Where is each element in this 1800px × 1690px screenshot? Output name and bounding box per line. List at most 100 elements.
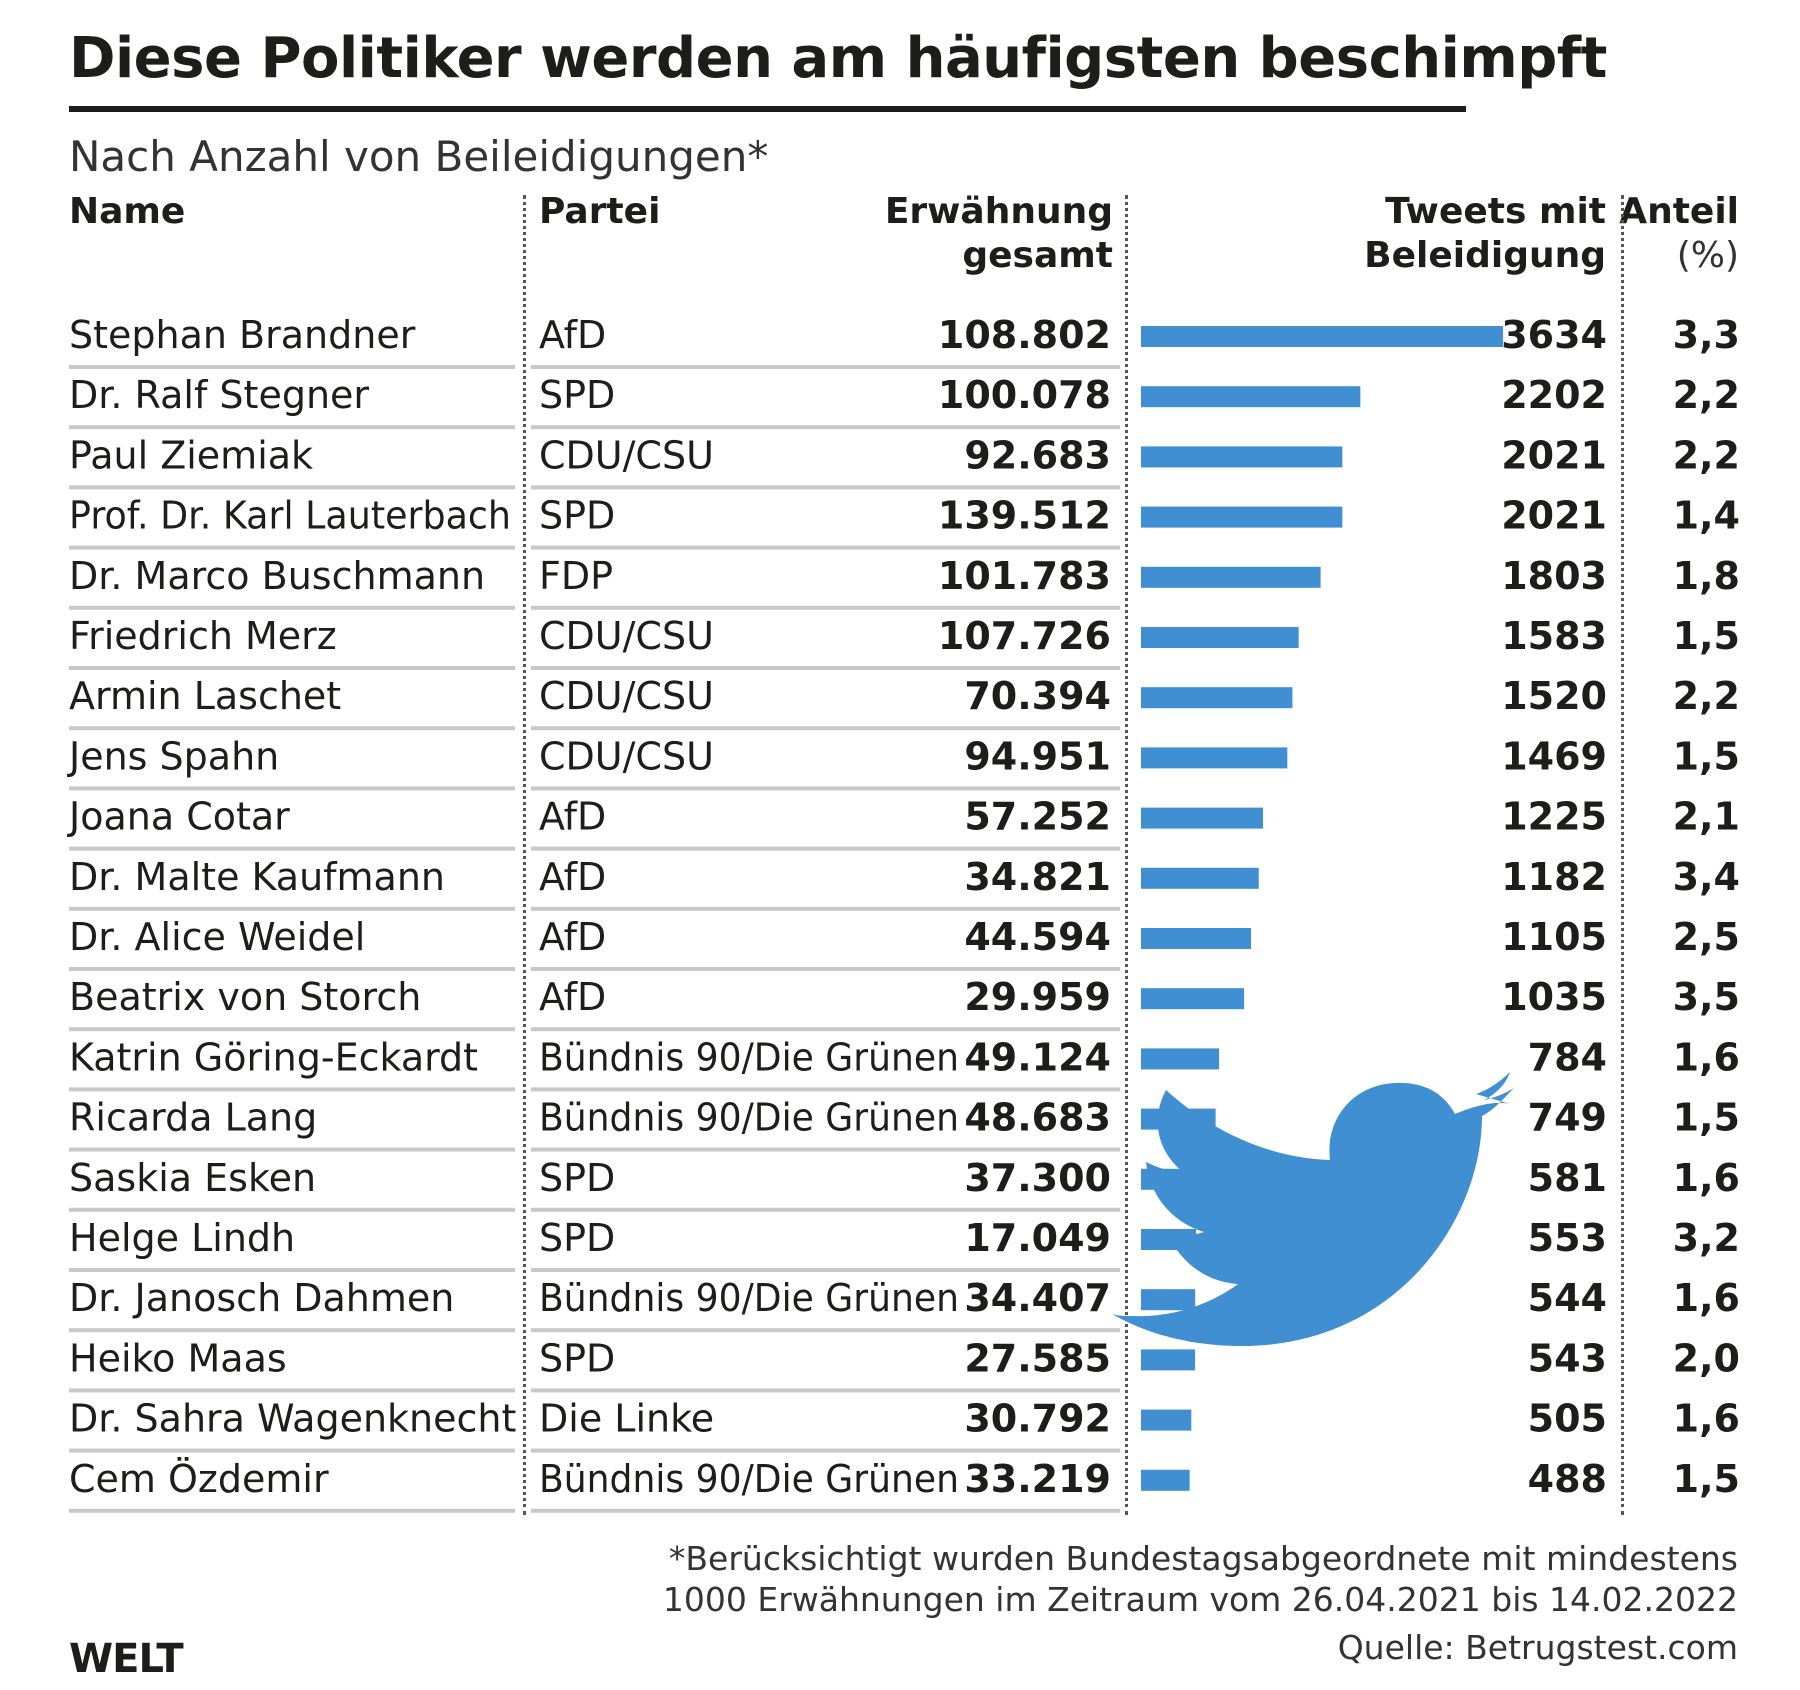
row-bar	[1141, 1289, 1196, 1311]
row-bar	[1141, 1349, 1196, 1371]
brand-logo: WELT	[69, 1636, 184, 1682]
row-rule-name	[69, 485, 515, 490]
row-rule-party	[531, 786, 1120, 791]
row-mentions: 49.124	[964, 1035, 1111, 1079]
bird-icon	[1112, 1072, 1514, 1346]
row-mentions: 94.951	[964, 734, 1111, 778]
row-bar	[1141, 566, 1321, 588]
row-rule-party	[531, 1508, 1120, 1513]
row-share: 2,1	[1673, 795, 1740, 839]
title-rule	[69, 106, 1466, 112]
row-rule-name	[69, 1448, 515, 1453]
row-rule-name	[69, 1147, 515, 1152]
row-party: SPD	[539, 1336, 615, 1380]
row-tweets: 784	[1528, 1035, 1607, 1079]
row-rule-party	[531, 726, 1120, 731]
row-mentions: 108.802	[938, 313, 1111, 357]
row-mentions: 33.219	[964, 1457, 1111, 1501]
row-name: Jens Spahn	[67, 734, 279, 778]
row-party: Bündnis 90/Die Grünen	[539, 1035, 959, 1079]
row-rule-party	[531, 485, 1120, 490]
row-rule-party	[531, 906, 1120, 911]
row-share: 1,4	[1673, 494, 1740, 538]
row-name: Saskia Esken	[69, 1156, 316, 1200]
row-name: Katrin Göring-Eckardt	[69, 1035, 478, 1079]
row-mentions: 70.394	[964, 674, 1111, 718]
row-name: Dr. Sahra Wagenknecht	[69, 1397, 516, 1441]
row-bar	[1141, 747, 1288, 769]
row-rule-name	[69, 1508, 515, 1513]
row-rule-name	[69, 1207, 515, 1212]
row-party: SPD	[539, 494, 615, 538]
column-divider-bars	[1125, 195, 1128, 1515]
row-bar	[1141, 1409, 1192, 1431]
row-name: Helge Lindh	[69, 1216, 295, 1260]
row-name: Cem Özdemir	[69, 1457, 329, 1501]
row-rule-party	[531, 1328, 1120, 1333]
row-share: 2,2	[1673, 433, 1740, 477]
row-tweets: 1225	[1501, 795, 1607, 839]
row-mentions: 57.252	[964, 795, 1111, 839]
row-name: Dr. Malte Kaufmann	[69, 855, 445, 899]
row-tweets: 3634	[1501, 313, 1607, 357]
row-party: Bündnis 90/Die Grünen	[539, 1457, 959, 1501]
footnote: *Berücksichtigt wurden Bundestagsabgeord…	[663, 1538, 1738, 1620]
row-bar	[1141, 687, 1293, 709]
row-rule-party	[531, 365, 1120, 369]
row-party: AfD	[539, 313, 606, 357]
row-rule-party	[531, 666, 1120, 670]
row-name: Ricarda Lang	[69, 1096, 317, 1140]
row-rule-party	[531, 1147, 1120, 1152]
row-mentions: 101.783	[938, 554, 1111, 598]
row-share: 1,8	[1673, 554, 1740, 598]
row-tweets: 544	[1528, 1276, 1607, 1320]
row-mentions: 17.049	[964, 1216, 1111, 1260]
row-mentions: 92.683	[964, 433, 1111, 477]
row-rule-party	[531, 1087, 1120, 1092]
row-name: Dr. Ralf Stegner	[69, 373, 369, 417]
header-tweets: Tweets mit Beleidigung	[1364, 190, 1606, 278]
column-divider-anteil	[1621, 195, 1624, 1515]
row-bar	[1141, 627, 1299, 648]
row-tweets: 1520	[1501, 674, 1607, 718]
row-rule-name	[69, 425, 515, 430]
row-share: 1,5	[1673, 734, 1740, 778]
row-bar	[1141, 1229, 1197, 1250]
row-mentions: 44.594	[964, 915, 1111, 959]
header-erwaehnung: Erwähnung gesamt	[885, 190, 1113, 278]
row-party: AfD	[539, 975, 606, 1019]
row-party: CDU/CSU	[539, 433, 714, 477]
row-name: Dr. Marco Buschmann	[69, 554, 485, 598]
row-rule-party	[531, 1268, 1120, 1272]
row-tweets: 2021	[1501, 494, 1607, 538]
row-tweets: 1035	[1501, 975, 1607, 1019]
row-share: 3,2	[1673, 1216, 1740, 1260]
row-mentions: 100.078	[938, 373, 1111, 417]
row-party: Bündnis 90/Die Grünen	[539, 1276, 959, 1320]
bird-shape	[1112, 1072, 1514, 1346]
row-rule-party	[531, 1388, 1120, 1393]
row-rule-name	[69, 846, 515, 851]
row-rule-name	[69, 666, 515, 670]
row-mentions: 29.959	[964, 975, 1111, 1019]
row-name: Prof. Dr. Karl Lauterbach	[69, 494, 511, 538]
row-bar	[1141, 386, 1361, 408]
row-rule-name	[69, 1268, 515, 1272]
header-anteil: Anteil (%)	[1619, 190, 1739, 278]
row-share: 3,5	[1673, 975, 1740, 1019]
row-bar	[1141, 988, 1245, 1010]
row-mentions: 34.407	[964, 1276, 1111, 1320]
row-party: AfD	[539, 855, 606, 899]
row-tweets: 1182	[1501, 855, 1607, 899]
row-party: Die Linke	[539, 1397, 714, 1441]
row-mentions: 34.821	[964, 855, 1111, 899]
header-name: Name	[69, 191, 186, 232]
row-party: FDP	[539, 554, 613, 598]
row-share: 2,2	[1673, 373, 1740, 417]
row-rule-party	[531, 1207, 1120, 1212]
row-bar	[1141, 1168, 1199, 1190]
row-rule-name	[69, 1027, 515, 1032]
row-rule-party	[531, 425, 1120, 430]
row-tweets: 1583	[1501, 614, 1607, 658]
